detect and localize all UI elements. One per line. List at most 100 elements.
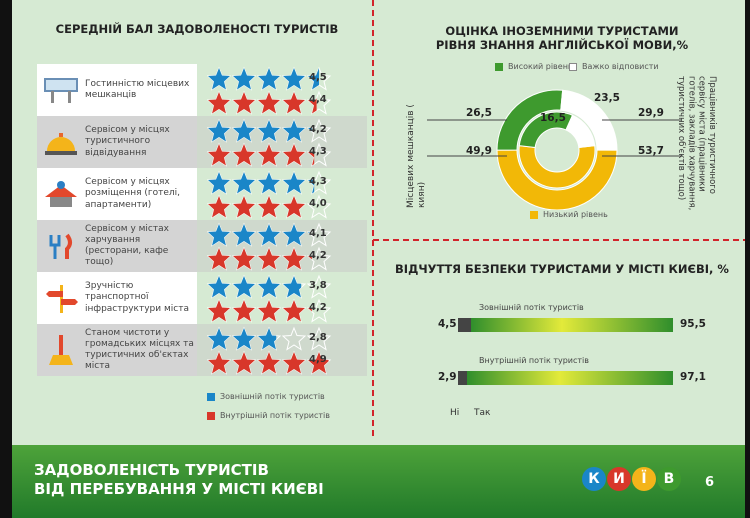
internal-star (231, 298, 257, 323)
legend-low: Низький рівень (530, 210, 608, 219)
logo-letter: И (607, 467, 631, 491)
external-star (281, 118, 307, 143)
external-star (281, 170, 307, 195)
outer-high-label: 26,5 (466, 107, 492, 119)
no-bar (458, 318, 471, 332)
star-rating (207, 222, 332, 271)
internal-star (306, 142, 332, 167)
inner-high-label: 29,9 (638, 107, 664, 119)
external-star (256, 66, 282, 91)
stars-cell: 2,8 4,9 (197, 324, 367, 376)
external-star (256, 274, 282, 299)
internal-star (306, 90, 332, 115)
rating-label: Станом чистоти у громадських місцях та т… (85, 327, 194, 372)
yes-bar (470, 318, 673, 332)
rating-label-cell: Станом чистоти у громадських місцях та т… (37, 324, 197, 376)
rating-label-cell: Сервісом у місцях туристичного відвідува… (37, 116, 197, 168)
internal-star (306, 246, 332, 271)
star-rating (207, 274, 332, 323)
internal-star (207, 142, 232, 167)
outer-hard-label: 23,5 (594, 92, 620, 104)
external-star (256, 118, 282, 143)
signpost-icon (37, 281, 85, 315)
stars-cell: 4,1 4,2 (197, 220, 367, 272)
no-axis-label: Ні (450, 408, 460, 418)
external-star (207, 170, 232, 195)
logo-letter: К (582, 467, 606, 491)
yes-value: 95,5 (680, 318, 706, 330)
star-rating (207, 326, 332, 375)
external-star (231, 66, 257, 91)
internal-score: 4,2 (309, 250, 327, 261)
no-value: 2,9 (438, 371, 457, 383)
bar-series-label: Зовнішній потік туристів (479, 303, 584, 312)
internal-star (231, 90, 257, 115)
bar-series-label: Внутрішній потік туристів (479, 356, 589, 365)
internal-score: 4,3 (309, 146, 327, 157)
external-star (207, 66, 232, 91)
external-star (281, 326, 307, 351)
no-bar (458, 371, 468, 385)
external-star (281, 222, 307, 247)
internal-score: 4,2 (309, 302, 327, 313)
welcome-sign-icon (37, 73, 85, 107)
rating-row: Зручністю транспортної інфраструктури мі… (37, 272, 367, 324)
legend-high: Високий рівень (495, 62, 573, 71)
external-star (306, 66, 332, 91)
external-star (207, 118, 232, 143)
inner-hard-label: 16,5 (540, 112, 566, 124)
internal-star (281, 298, 307, 323)
external-star (306, 274, 332, 299)
service-bell-icon (37, 125, 85, 159)
external-score: 4,2 (309, 124, 327, 135)
rating-label: Гостинністю місцевих мешканців (85, 78, 190, 100)
rating-row: Сервісом у містах харчування (ресторани,… (37, 220, 367, 272)
safety-title: ВІДЧУТТЯ БЕЗПЕКИ ТУРИСТАМИ У МІСТІ КИЄВІ… (395, 262, 729, 276)
yes-axis-label: Так (474, 408, 491, 418)
internal-star (256, 350, 282, 375)
external-star (231, 222, 257, 247)
footer: ЗАДОВОЛЕНІСТЬ ТУРИСТІВ ВІД ПЕРЕБУВАННЯ У … (12, 445, 745, 518)
external-star (256, 222, 282, 247)
yes-bar (467, 371, 673, 385)
star-rating (207, 170, 332, 219)
external-score: 3,8 (309, 280, 327, 291)
rating-label: Сервісом у місцях розміщення (готелі, ап… (85, 177, 180, 210)
yes-value: 97,1 (680, 371, 706, 383)
legend-internal: Внутрішній потік туристів (207, 411, 330, 420)
legend-external: Зовнішній потік туристів (207, 392, 325, 401)
stars-cell: 4,2 4,3 (197, 116, 367, 168)
internal-star (256, 142, 282, 167)
ratings-title: СЕРЕДНІЙ БАЛ ЗАДОВОЛЕНОСТІ ТУРИСТІВ (55, 22, 339, 36)
external-star (256, 326, 282, 351)
external-star (306, 326, 332, 351)
rating-label: Зручністю транспортної інфраструктури мі… (85, 281, 189, 314)
star-rating (207, 118, 332, 167)
inner-low-segment (518, 145, 596, 189)
external-star (281, 66, 307, 91)
stars-cell: 3,8 4,2 (197, 272, 367, 324)
inner-low-label: 53,7 (638, 145, 664, 157)
rating-row: Сервісом у місцях туристичного відвідува… (37, 116, 367, 168)
star-rating (207, 66, 332, 115)
donut-chart (427, 89, 682, 210)
internal-star (256, 298, 282, 323)
legend-hard: Важко відповисти (569, 62, 659, 71)
right-axis-label: Працівників туристичного сервісу міста (… (676, 76, 717, 211)
internal-star (281, 142, 307, 167)
rating-label-cell: Зручністю транспортної інфраструктури мі… (37, 272, 197, 324)
external-star (256, 170, 282, 195)
internal-star (306, 350, 332, 375)
donut-title: ОЦІНКА ІНОЗЕМНИМИ ТУРИСТАМИ РІВНЯ ЗНАННЯ … (435, 24, 689, 52)
internal-star (256, 194, 282, 219)
rating-label-cell: Сервісом у місцях розміщення (готелі, ап… (37, 168, 197, 220)
rating-row: Гостинністю місцевих мешканців 4,5 4,4 (37, 64, 367, 116)
page-number: 6 (705, 475, 715, 490)
fork-knife-icon (37, 229, 85, 263)
external-star (306, 118, 332, 143)
external-star (231, 170, 257, 195)
house-icon (37, 177, 85, 211)
external-star (207, 326, 232, 351)
internal-score: 4,0 (309, 198, 327, 209)
